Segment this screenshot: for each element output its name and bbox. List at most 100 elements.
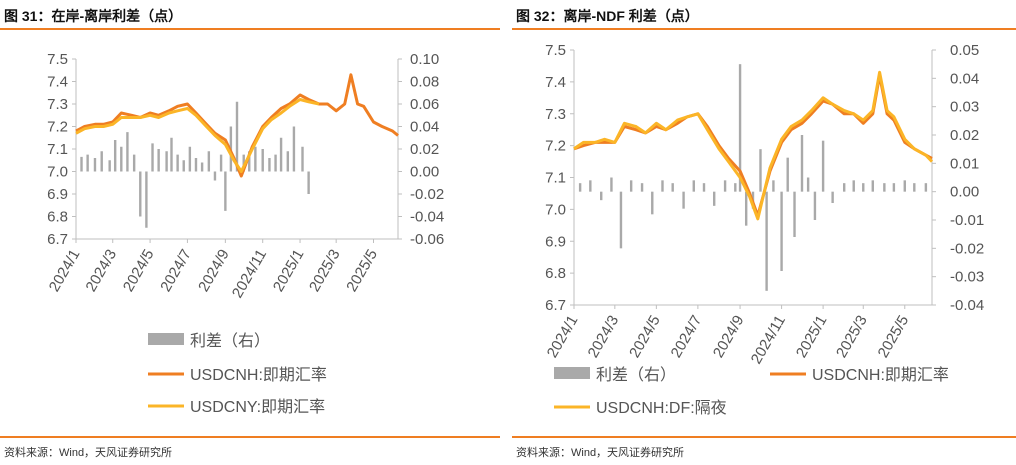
x-tick-label: 2025/1	[793, 313, 831, 361]
spread-bar	[786, 157, 789, 192]
y-tick-label-left: 7.4	[47, 74, 68, 91]
spread-bar	[86, 154, 89, 172]
y-tick-label-right: 0.00	[410, 164, 439, 181]
spread-bar	[242, 154, 245, 172]
chart-right: 6.7 6.8 6.9 7.0 7.1 7.2 7.3 7.4 7.5 -0.04 -0.03 -0.…	[544, 42, 984, 417]
spread-bar	[219, 154, 223, 172]
spread-bar	[765, 191, 768, 291]
y-tick-label-right: 0.02	[410, 141, 439, 158]
spread-bar	[651, 191, 654, 215]
spread-bar	[924, 183, 928, 192]
spread-bar	[139, 171, 142, 217]
spread-bar	[738, 64, 742, 192]
spread-bar	[821, 140, 825, 192]
spread-bar	[165, 151, 168, 172]
chart-title: 图 31：在岸-离岸利差（点）	[4, 8, 183, 24]
y-tick-label-left: 7.2	[545, 138, 566, 155]
x-tick-label: 2024/3	[83, 247, 121, 295]
spread-bar	[629, 180, 633, 192]
spread-bar	[224, 171, 227, 211]
spread-bar	[759, 149, 762, 192]
spread-bar	[610, 177, 613, 192]
spread-bar	[182, 160, 185, 172]
spread-bar	[286, 151, 290, 172]
series-line	[75, 73, 399, 178]
spread-bar	[207, 151, 211, 172]
x-tick-label: 2024/5	[626, 313, 664, 361]
spread-bar	[132, 154, 136, 172]
spread-bar	[120, 146, 123, 172]
x-tick-label: 2024/7	[668, 313, 706, 361]
spread-bar	[734, 183, 737, 192]
chart-panel-right: 图 32：离岸-NDF 利差（点） 6.7 6.8 6.9 7.0 7.1 7.2 7.3 7…	[512, 0, 1016, 465]
spread-bar	[108, 160, 111, 172]
x-tick-label: 2024/7	[157, 247, 195, 295]
spread-bar	[713, 191, 716, 206]
y-tick-label-left: 7.0	[47, 164, 68, 181]
legend-label: USDCNH:即期汇率	[190, 366, 327, 384]
spread-bar	[723, 180, 727, 192]
spread-bar	[261, 149, 264, 172]
spread-bar	[871, 180, 874, 192]
x-tick-label: 2024/9	[710, 313, 748, 361]
x-tick-label: 2025/3	[306, 247, 344, 295]
spread-bar	[113, 140, 117, 172]
y-tick-label-right: -0.06	[410, 231, 444, 248]
y-tick-label-left: 7.1	[47, 141, 68, 158]
x-tick-label: 2024/11	[748, 313, 789, 367]
spread-bar	[80, 156, 83, 172]
series-line	[75, 98, 320, 173]
spread-bar	[843, 183, 846, 192]
spread-bar	[852, 180, 855, 192]
y-tick-label-right: 0.04	[410, 119, 439, 136]
footer-rule	[0, 436, 500, 438]
legend-label: USDCNY:即期汇率	[190, 398, 325, 416]
spread-bar	[671, 183, 674, 192]
spread-bar	[600, 191, 603, 201]
y-tick-label-left: 7.5	[47, 51, 68, 68]
legend-swatch	[554, 367, 590, 379]
source-note: 资料来源：Wind，天风证券研究所	[4, 447, 173, 459]
spread-bar	[213, 171, 217, 181]
x-tick-label: 2024/9	[195, 247, 233, 295]
spread-bar	[176, 154, 179, 172]
x-tick-label: 2024/11	[229, 247, 270, 301]
spread-bar	[892, 183, 896, 192]
title-rule	[512, 28, 1016, 30]
y-tick-label-right: 0.04	[950, 70, 979, 87]
spread-bar	[793, 191, 796, 237]
spread-bar	[200, 162, 204, 172]
spread-bar	[157, 149, 160, 172]
spread-bar	[307, 171, 310, 194]
spread-bar	[800, 135, 804, 192]
spread-bar	[578, 183, 582, 192]
y-tick-label-left: 7.2	[47, 119, 68, 136]
spread-bar	[589, 180, 592, 192]
y-tick-label-right: -0.04	[410, 209, 444, 226]
spread-bar	[279, 137, 283, 172]
y-tick-label-left: 6.9	[545, 233, 566, 250]
spread-bar	[831, 191, 834, 203]
x-tick-label: 2025/5	[875, 313, 913, 361]
x-tick-label: 2025/5	[343, 247, 381, 295]
y-tick-label-left: 6.9	[47, 186, 68, 203]
spread-bar	[268, 158, 271, 172]
spread-bar	[772, 180, 775, 192]
spread-bar	[235, 101, 239, 172]
title-rule	[0, 28, 500, 30]
y-tick-label-left: 7.0	[545, 201, 566, 218]
spread-bar	[682, 191, 685, 209]
spread-bar	[903, 180, 906, 192]
spread-bar	[188, 146, 192, 172]
chart-panel-left: 图 31：在岸-离岸利差（点） 6.7 6.8 6.9 7.0 7.1 7.2 7.3 7.4…	[0, 0, 500, 465]
spread-bar	[292, 126, 296, 172]
spread-bar	[254, 146, 257, 172]
x-tick-label: 2025/3	[833, 313, 871, 361]
y-tick-label-right: -0.03	[950, 269, 984, 286]
spread-bar	[702, 183, 706, 192]
y-tick-label-right: 0.01	[950, 155, 979, 172]
legend-swatch	[148, 333, 184, 345]
legend-label: USDCNH:即期汇率	[812, 366, 949, 384]
y-tick-label-right: -0.01	[950, 212, 984, 229]
y-tick-label-left: 6.8	[545, 265, 566, 282]
